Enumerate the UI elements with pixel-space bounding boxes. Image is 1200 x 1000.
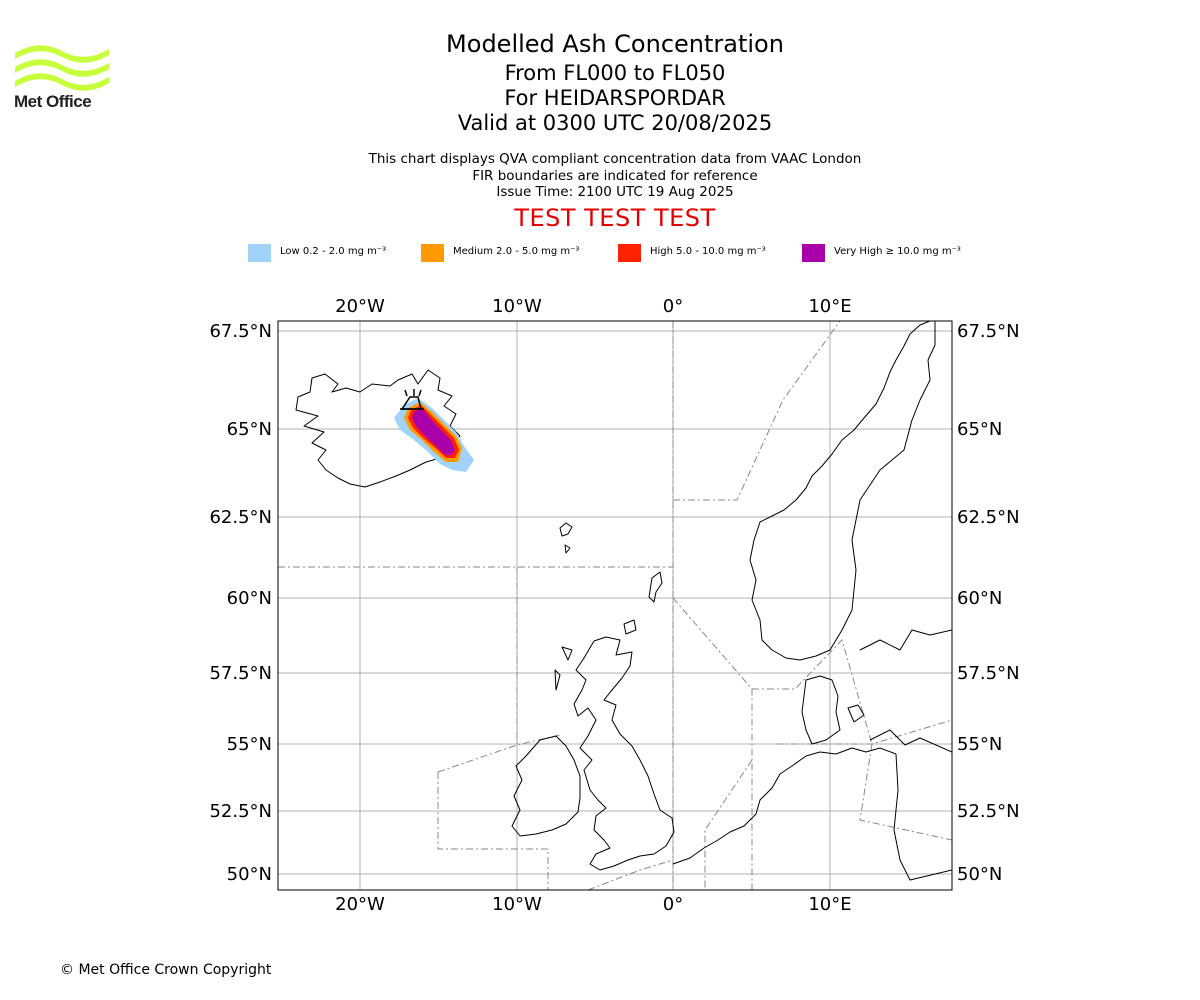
lat-label-left-55: 55°N: [227, 734, 272, 755]
lon-label-top-10e: 10°E: [808, 296, 851, 317]
chart-notes: This chart displays QVA compliant concen…: [315, 151, 915, 201]
legend-swatch-medium: [421, 244, 444, 262]
ash-plume: [394, 398, 474, 472]
lat-label-left-65: 65°N: [227, 419, 272, 440]
lon-label-bottom-10w: 10°W: [492, 894, 542, 915]
great-britain-coast: [573, 636, 675, 871]
lat-label-right-60: 60°N: [957, 588, 1002, 609]
met-office-logo-icon: [15, 45, 109, 91]
lat-label-left-57-5: 57.5°N: [209, 663, 272, 684]
copyright-notice: © Met Office Crown Copyright: [60, 962, 272, 978]
lat-label-left-60: 60°N: [227, 588, 272, 609]
gridlines: [278, 321, 952, 890]
lat-label-right-50: 50°N: [957, 864, 1002, 885]
plume-very-high: [412, 408, 455, 455]
lat-label-left-52-5: 52.5°N: [209, 801, 272, 822]
test-banner: TEST TEST TEST: [514, 203, 716, 232]
lon-label-top-0: 0°: [663, 296, 683, 317]
lon-label-top-10w: 10°W: [492, 296, 542, 317]
description-note: This chart displays QVA compliant concen…: [368, 151, 862, 167]
denmark-coast: [801, 675, 841, 745]
brand-name: Met Office: [14, 92, 92, 111]
lon-label-bottom-20w: 20°W: [335, 894, 385, 915]
legend-swatch-high: [618, 244, 641, 262]
coastlines: [295, 321, 952, 881]
chart-header: Modelled Ash Concentration From FL000 to…: [315, 28, 915, 233]
lat-label-right-67-5: 67.5°N: [957, 321, 1020, 342]
norway-coast: [749, 321, 936, 661]
issue-time: Issue Time: 2100 UTC 19 Aug 2025: [496, 184, 734, 200]
lat-label-right-65: 65°N: [957, 419, 1002, 440]
legend-swatch-low: [248, 244, 271, 262]
lat-label-left-67-5: 67.5°N: [209, 321, 272, 342]
lat-label-right-55: 55°N: [957, 734, 1002, 755]
lat-label-left-62-5: 62.5°N: [209, 507, 272, 528]
lon-label-bottom-10e: 10°E: [808, 894, 851, 915]
ireland-coast: [511, 735, 581, 837]
legend-label-medium: Medium 2.0 - 5.0 mg m⁻³: [453, 246, 580, 257]
volcano-icon: [400, 389, 424, 410]
lat-label-left-50: 50°N: [227, 864, 272, 885]
lat-label-right-62-5: 62.5°N: [957, 507, 1020, 528]
volcano-name: For HEIDARSPORDAR: [504, 86, 726, 110]
legend-label-low: Low 0.2 - 2.0 mg m⁻³: [280, 246, 387, 257]
legend-label-high: High 5.0 - 10.0 mg m⁻³: [650, 246, 766, 257]
lat-label-right-57-5: 57.5°N: [957, 663, 1020, 684]
fir-boundaries: [278, 321, 952, 890]
valid-time: Valid at 0300 UTC 20/08/2025: [457, 111, 773, 135]
lon-label-top-20w: 20°W: [335, 296, 385, 317]
continent-coast: [672, 747, 897, 865]
legend-swatch-very-high: [802, 244, 825, 262]
chart-title: Modelled Ash Concentration: [446, 30, 784, 58]
lon-label-bottom-0: 0°: [663, 894, 683, 915]
level-range: From FL000 to FL050: [504, 61, 726, 85]
lat-label-right-52-5: 52.5°N: [957, 801, 1020, 822]
legend-label-very-high: Very High ≥ 10.0 mg m⁻³: [834, 246, 961, 257]
fir-note: FIR boundaries are indicated for referen…: [472, 167, 758, 184]
map-frame: [277, 320, 953, 891]
